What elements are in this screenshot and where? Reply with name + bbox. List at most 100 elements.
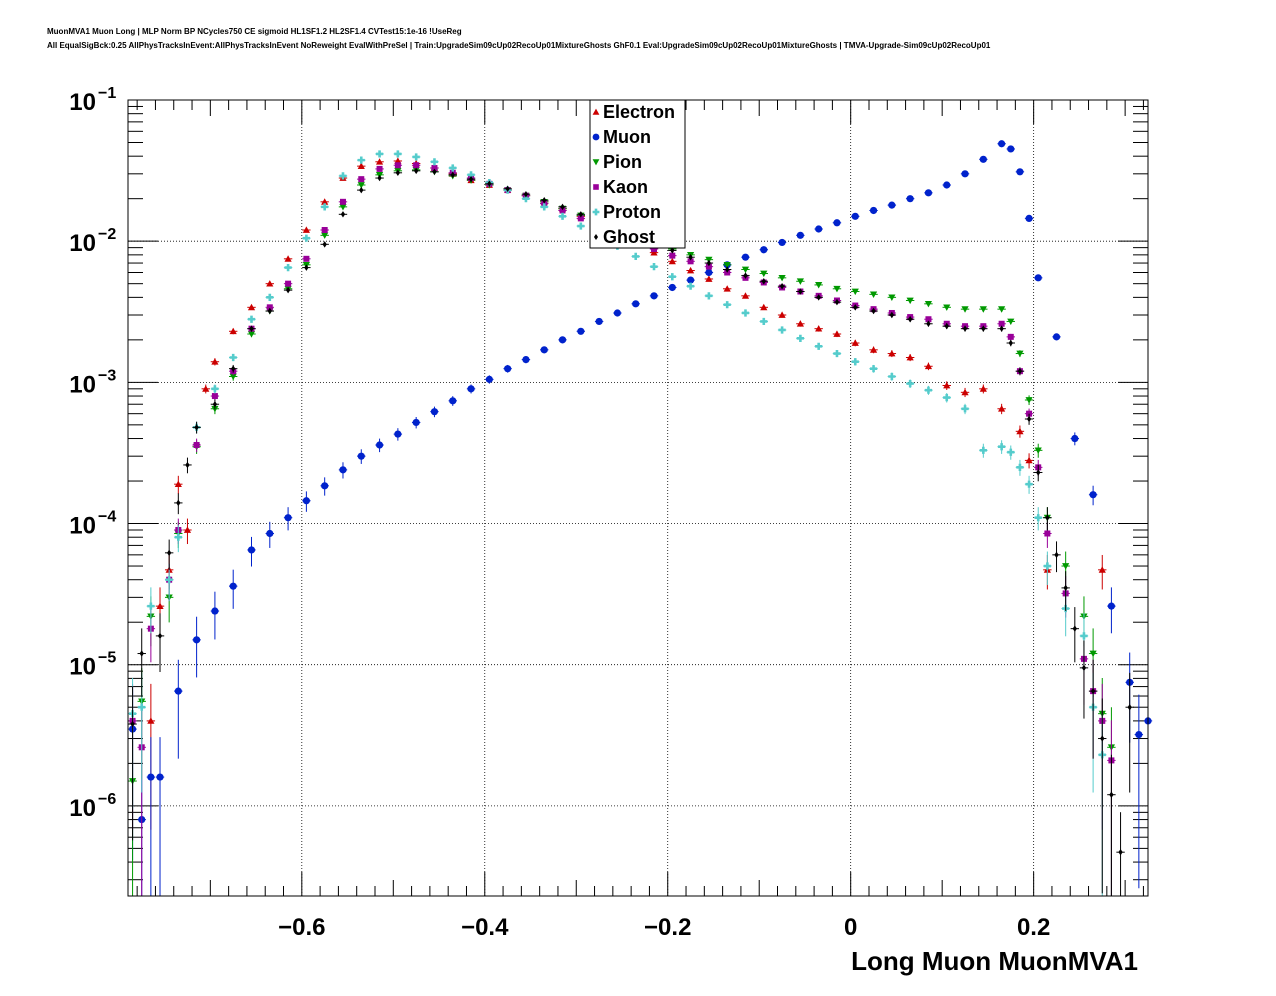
- data-point: [687, 282, 695, 290]
- data-point: [796, 278, 804, 285]
- data-point: [1007, 145, 1015, 153]
- data-point: [394, 162, 401, 169]
- data-point: [339, 198, 346, 205]
- data-point: [157, 632, 163, 640]
- legend-label-electron: Electron: [603, 102, 675, 122]
- data-point: [1044, 530, 1051, 537]
- data-point: [925, 316, 932, 323]
- data-point: [449, 397, 457, 405]
- legend-marker-ghost: [593, 233, 599, 241]
- data-point: [1072, 625, 1077, 632]
- data-point: [651, 246, 658, 253]
- data-point: [1089, 491, 1097, 499]
- data-point: [229, 582, 237, 590]
- data-point: [851, 339, 859, 346]
- data-point: [668, 273, 676, 281]
- y-tick-mantissa: 10: [69, 654, 96, 681]
- data-point: [377, 174, 382, 182]
- data-point: [1109, 791, 1114, 798]
- data-point: [1118, 848, 1123, 856]
- data-point: [229, 373, 237, 381]
- data-point: [833, 219, 841, 227]
- data-point: [723, 301, 731, 309]
- data-point: [961, 405, 969, 413]
- data-point: [138, 703, 146, 711]
- data-point: [943, 181, 951, 189]
- data-point: [430, 158, 439, 166]
- legend-label-muon: Muon: [603, 127, 651, 147]
- data-point: [357, 162, 365, 170]
- data-point: [358, 176, 365, 183]
- legend-marker-kaon: [593, 184, 599, 190]
- data-point: [357, 156, 365, 164]
- header-line-1: MuonMVA1 Muon Long | MLP Norm BP NCycles…: [47, 27, 462, 36]
- data-point: [212, 400, 218, 408]
- data-point: [906, 195, 914, 203]
- data-point: [1026, 410, 1033, 417]
- data-point: [1045, 514, 1050, 521]
- y-tick-mantissa: 10: [69, 371, 96, 398]
- legend-box: [589, 99, 686, 249]
- data-point: [1017, 367, 1023, 375]
- data-point: [249, 325, 254, 332]
- data-point: [1034, 514, 1042, 522]
- x-tick-label: 0: [844, 914, 857, 941]
- data-point: [430, 408, 439, 416]
- data-point: [267, 307, 272, 315]
- data-point: [412, 153, 420, 161]
- data-point: [869, 365, 878, 373]
- legend-label-ghost: Ghost: [603, 227, 655, 247]
- data-point: [321, 232, 329, 239]
- data-point: [266, 304, 273, 311]
- data-point: [778, 311, 786, 318]
- data-point: [339, 203, 347, 211]
- data-point: [943, 393, 951, 402]
- data-point: [1036, 469, 1041, 476]
- data-point: [321, 203, 329, 211]
- data-point: [357, 182, 365, 189]
- data-point: [670, 247, 675, 254]
- data-point: [796, 231, 804, 239]
- legend-marker-electron: [592, 108, 600, 115]
- data-point: [231, 365, 236, 372]
- data-point: [578, 211, 583, 218]
- data-point: [1107, 602, 1116, 610]
- data-point: [924, 189, 933, 197]
- x-tick-label: 0.2: [1017, 914, 1050, 941]
- data-point: [375, 441, 384, 449]
- data-point: [979, 385, 987, 392]
- data-point: [375, 158, 384, 165]
- data-point: [147, 602, 155, 610]
- data-point: [723, 285, 731, 292]
- data-point: [504, 365, 512, 373]
- data-point: [577, 327, 585, 335]
- data-point: [1034, 447, 1042, 454]
- data-point: [193, 441, 200, 448]
- data-point: [193, 636, 201, 644]
- data-point: [979, 155, 987, 163]
- data-point: [815, 225, 823, 233]
- x-tick-label: −0.6: [278, 914, 325, 941]
- data-point: [888, 372, 896, 381]
- data-point: [888, 349, 896, 357]
- data-point: [979, 446, 987, 454]
- data-point: [359, 186, 364, 194]
- legend: Electron Muon Pion Kaon Proton Ghost: [589, 99, 686, 249]
- data-point: [706, 259, 712, 267]
- data-point: [376, 165, 383, 172]
- data-point: [174, 687, 182, 695]
- data-point: [147, 773, 155, 781]
- data-point: [760, 303, 768, 311]
- y-tick-label: 10 −4: [69, 509, 116, 540]
- data-point: [432, 168, 437, 176]
- data-point: [1007, 333, 1014, 340]
- data-point: [962, 325, 968, 332]
- data-point: [165, 576, 173, 584]
- data-point: [322, 241, 327, 248]
- data-point: [211, 607, 219, 615]
- data-point: [414, 167, 419, 175]
- data-point: [130, 720, 135, 728]
- data-point: [906, 353, 914, 361]
- data-point: [924, 386, 933, 394]
